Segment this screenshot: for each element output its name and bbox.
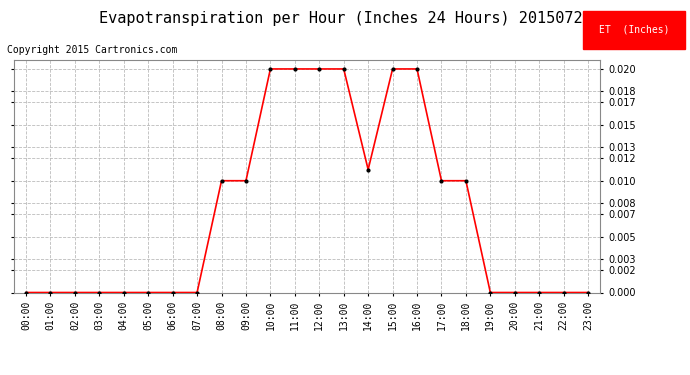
Text: Evapotranspiration per Hour (Inches 24 Hours) 20150725: Evapotranspiration per Hour (Inches 24 H…	[99, 11, 591, 26]
Text: ET  (Inches): ET (Inches)	[599, 24, 669, 34]
Text: Copyright 2015 Cartronics.com: Copyright 2015 Cartronics.com	[7, 45, 177, 55]
